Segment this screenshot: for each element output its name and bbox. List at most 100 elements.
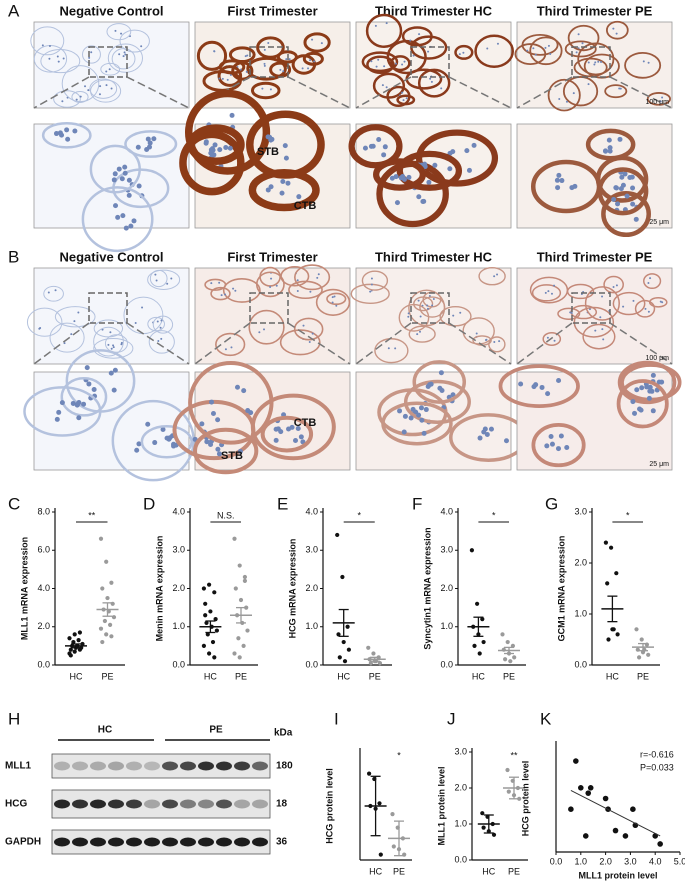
- y-tick-label: 0.0: [574, 659, 587, 669]
- data-point: [241, 643, 246, 648]
- zoom-box: [88, 292, 128, 324]
- band: [54, 837, 70, 847]
- data-point: [585, 790, 592, 796]
- data-point: [203, 613, 208, 618]
- nucleus: [307, 67, 310, 70]
- nucleus: [630, 399, 636, 405]
- significance: *: [492, 510, 496, 520]
- nucleus: [398, 175, 404, 181]
- nucleus: [72, 128, 78, 134]
- nucleus: [317, 273, 320, 276]
- y-tick-label: 0.0: [172, 659, 185, 669]
- nucleus: [577, 33, 580, 36]
- nucleus: [234, 384, 240, 390]
- data-point: [578, 785, 584, 791]
- nucleus: [410, 406, 416, 412]
- nucleus: [91, 387, 97, 393]
- nucleus: [309, 59, 312, 62]
- nucleus: [155, 279, 158, 282]
- band: [252, 799, 268, 809]
- y-tick-label: 4.0: [440, 506, 453, 516]
- nucleus: [407, 315, 410, 318]
- nucleus: [464, 148, 470, 154]
- band: [198, 837, 214, 847]
- nucleus: [632, 410, 638, 416]
- nucleus: [409, 39, 412, 42]
- tissue: [193, 427, 259, 475]
- data-point: [615, 632, 620, 637]
- band: [126, 761, 142, 771]
- tissue: [93, 326, 124, 357]
- nucleus: [484, 338, 487, 341]
- nucleus: [128, 223, 134, 229]
- nucleus: [203, 140, 209, 146]
- tissue: [326, 292, 347, 306]
- data-point: [236, 636, 241, 641]
- micrograph: [355, 267, 512, 365]
- tissue: [104, 334, 128, 353]
- panel-letter: E: [277, 494, 288, 513]
- nucleus: [432, 298, 435, 301]
- annotation: CTB: [294, 417, 317, 429]
- nucleus: [638, 407, 644, 413]
- data-point: [98, 626, 104, 631]
- tissue: [222, 278, 261, 303]
- size-label: 36: [276, 837, 288, 848]
- band: [180, 799, 196, 809]
- band: [126, 799, 142, 809]
- data-point: [214, 628, 219, 633]
- nucleus: [63, 342, 66, 345]
- band: [162, 837, 178, 847]
- nucleus: [263, 62, 266, 65]
- data-point: [111, 615, 117, 620]
- y-tick-label: 2.0: [454, 782, 467, 792]
- nucleus: [141, 306, 144, 309]
- data-point: [480, 617, 485, 622]
- nucleus: [268, 184, 274, 190]
- nucleus: [59, 400, 65, 406]
- data-point: [109, 580, 114, 585]
- nucleus: [518, 381, 524, 387]
- y-axis-label: GCM1 mRNA expression: [556, 536, 566, 642]
- band: [252, 837, 268, 847]
- tissue: [577, 42, 615, 76]
- tissue: [23, 386, 102, 437]
- nucleus: [426, 179, 432, 185]
- nucleus: [301, 67, 304, 70]
- zoom-line: [609, 322, 673, 365]
- band: [144, 837, 160, 847]
- nucleus: [279, 68, 282, 71]
- zoom-line: [355, 76, 412, 109]
- nucleus: [79, 95, 82, 98]
- nucleus: [279, 190, 285, 196]
- data-point: [207, 582, 212, 587]
- panel-letter: I: [334, 709, 339, 728]
- tissue: [603, 275, 624, 294]
- nucleus: [84, 85, 87, 88]
- nucleus: [263, 48, 266, 51]
- nucleus: [646, 395, 652, 401]
- tissue: [89, 78, 118, 99]
- data-point: [568, 806, 574, 812]
- tissue: [107, 43, 144, 73]
- column-title: Third Trimester HC: [375, 249, 493, 264]
- blot-strip: [51, 829, 271, 855]
- nucleus: [475, 332, 478, 335]
- band: [90, 837, 106, 847]
- nucleus: [587, 83, 590, 86]
- nucleus: [170, 277, 173, 280]
- tissue: [573, 57, 608, 78]
- y-axis-label: Syncytin1 mRNA expression: [422, 527, 432, 649]
- y-tick-label: 6.0: [37, 545, 50, 555]
- nucleus: [105, 84, 108, 87]
- tissue: [454, 44, 474, 60]
- nucleus: [408, 415, 414, 421]
- y-tick-label: 2.0: [37, 621, 50, 631]
- tissue: [152, 315, 174, 334]
- tissue: [584, 286, 620, 321]
- data-point: [611, 627, 616, 632]
- data-point: [204, 620, 209, 626]
- scale-label: 25 μm: [649, 461, 669, 468]
- significance: **: [510, 750, 518, 760]
- nucleus: [630, 185, 636, 191]
